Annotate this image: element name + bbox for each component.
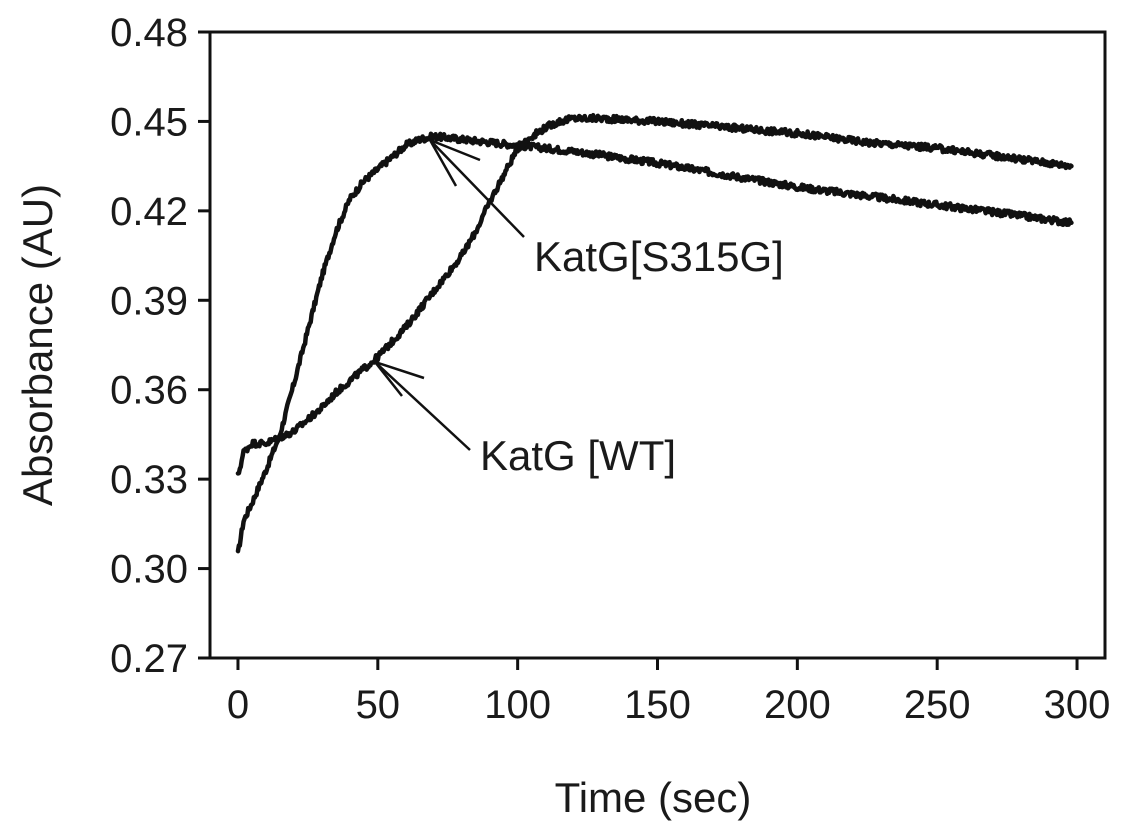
x-tick-label: 250 [904,683,971,727]
x-tick-label: 300 [1044,683,1111,727]
annotation-arrow-line [374,361,471,451]
y-axis-title: Absorbance (AU) [14,184,61,506]
y-tick-label: 0.30 [110,548,188,592]
annotation-arrowhead [374,360,425,380]
annotation-katg-s315g: KatG[S315G] [428,138,784,280]
series-line-katg-wt [235,112,1074,476]
y-tick-label: 0.42 [110,190,188,234]
series-layer [235,112,1074,554]
annotation-arrowhead [429,138,481,162]
y-axis: 0.27 0.30 0.33 0.36 0.39 0.42 0.45 0.48 [110,11,210,681]
x-tick-label: 0 [227,683,249,727]
annotation-label-katg-wt: KatG [WT] [480,432,676,479]
y-tick-label: 0.48 [110,11,188,55]
x-tick-label: 100 [484,683,551,727]
x-axis-title: Time (sec) [555,774,752,821]
annotation-arrowhead [374,361,403,397]
annotation-arrow-line [429,139,525,238]
y-tick-label: 0.45 [110,100,188,144]
annotation-label-katg-s315g: KatG[S315G] [534,233,784,280]
x-tick-label: 200 [764,683,831,727]
y-tick-label: 0.27 [110,637,188,681]
plot-frame [208,30,1107,660]
x-axis: 0 50 100 150 200 250 300 [227,658,1111,727]
y-tick-label: 0.33 [110,458,188,502]
y-tick-label: 0.36 [110,369,188,413]
y-tick-label: 0.39 [110,279,188,323]
x-tick-label: 50 [356,683,401,727]
series-line-katg-s315g [235,131,1074,554]
annotation-arrowhead [428,139,458,187]
annotation-katg-wt: KatG [WT] [374,360,676,479]
x-tick-label: 150 [624,683,691,727]
